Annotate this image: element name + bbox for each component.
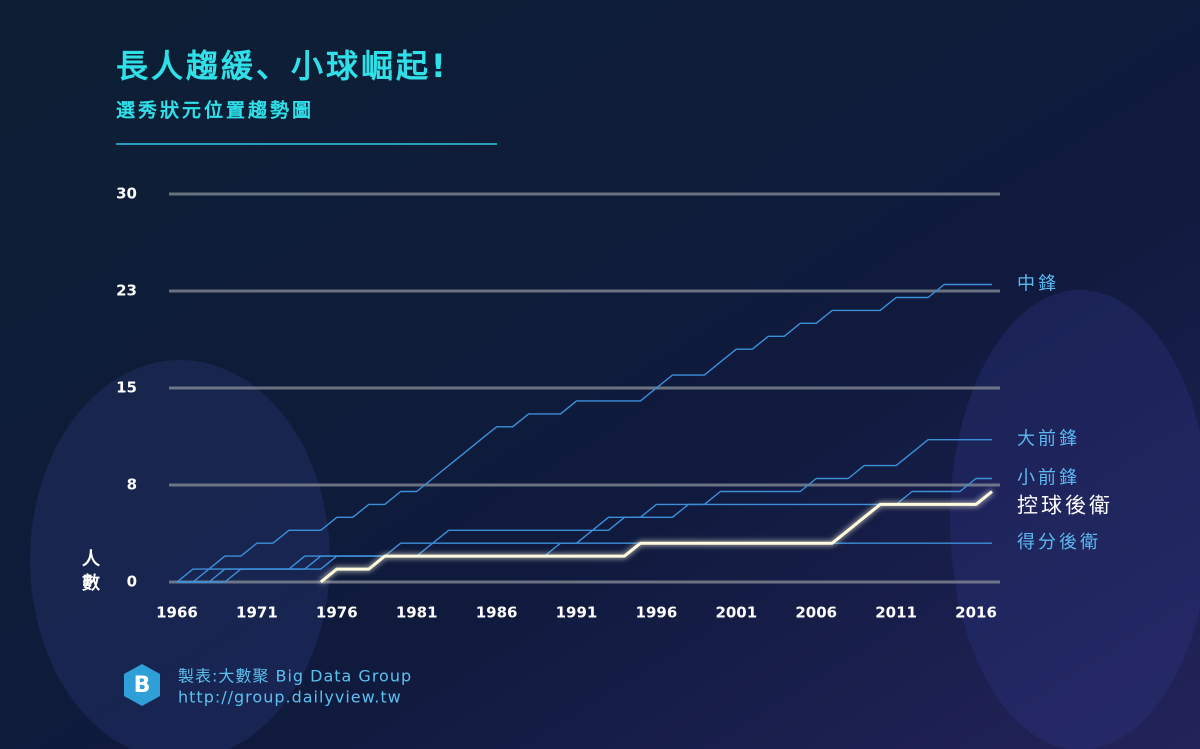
x-tick-label: 1976 xyxy=(316,604,358,622)
legend-label: 得分後衛 xyxy=(1017,532,1101,553)
y-axis-label: 數 xyxy=(82,573,100,594)
y-axis-label: 人 xyxy=(82,549,101,570)
legend-label: 控球後衛 xyxy=(1017,494,1113,518)
x-tick-label: 1966 xyxy=(156,604,198,622)
y-tick-label: 30 xyxy=(116,185,137,203)
chart-title: 長人趨緩、小球崛起! xyxy=(116,47,449,85)
x-tick-label: 1986 xyxy=(476,604,518,622)
series-line xyxy=(176,283,992,583)
x-tick-label: 2016 xyxy=(955,604,997,622)
series-line xyxy=(177,477,992,583)
player-silhouette xyxy=(30,360,330,749)
legend-label: 大前鋒 xyxy=(1017,429,1080,450)
x-tick-label: 1996 xyxy=(636,604,678,622)
x-tick-label: 1971 xyxy=(236,604,278,622)
x-tick-label: 1991 xyxy=(556,604,598,622)
y-tick-label: 15 xyxy=(116,379,137,397)
y-tick-label: 0 xyxy=(127,573,137,591)
x-tick-label: 2011 xyxy=(875,604,917,622)
y-tick-label: 23 xyxy=(116,282,137,300)
source-url: http://group.dailyview.tw xyxy=(178,688,402,707)
svg-text:B: B xyxy=(134,673,151,698)
chart-subtitle: 選秀狀元位置趨勢圖 xyxy=(116,99,314,122)
legend-label: 小前鋒 xyxy=(1017,468,1080,489)
logo: B xyxy=(124,664,160,706)
x-tick-label: 2001 xyxy=(715,604,757,622)
credit: 製表:大數聚 Big Data Group xyxy=(178,667,412,686)
x-tick-label: 1981 xyxy=(396,604,438,622)
y-tick-label: 8 xyxy=(127,476,137,494)
series-line xyxy=(177,542,992,583)
legend-label: 中鋒 xyxy=(1017,274,1059,295)
series-line xyxy=(177,439,992,583)
x-tick-label: 2006 xyxy=(795,604,837,622)
player-silhouette xyxy=(950,290,1200,749)
series-line xyxy=(319,490,993,584)
